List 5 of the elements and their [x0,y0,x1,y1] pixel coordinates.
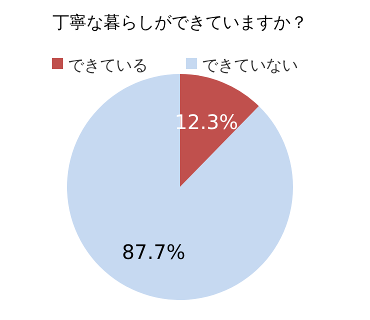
legend-label: できていない [202,56,298,74]
legend-label: できている [68,56,148,74]
chart-title: 丁寧な暮らしができていますか？ [52,13,308,33]
pie-slice [67,74,293,300]
data-label: 87.7% [122,240,186,264]
